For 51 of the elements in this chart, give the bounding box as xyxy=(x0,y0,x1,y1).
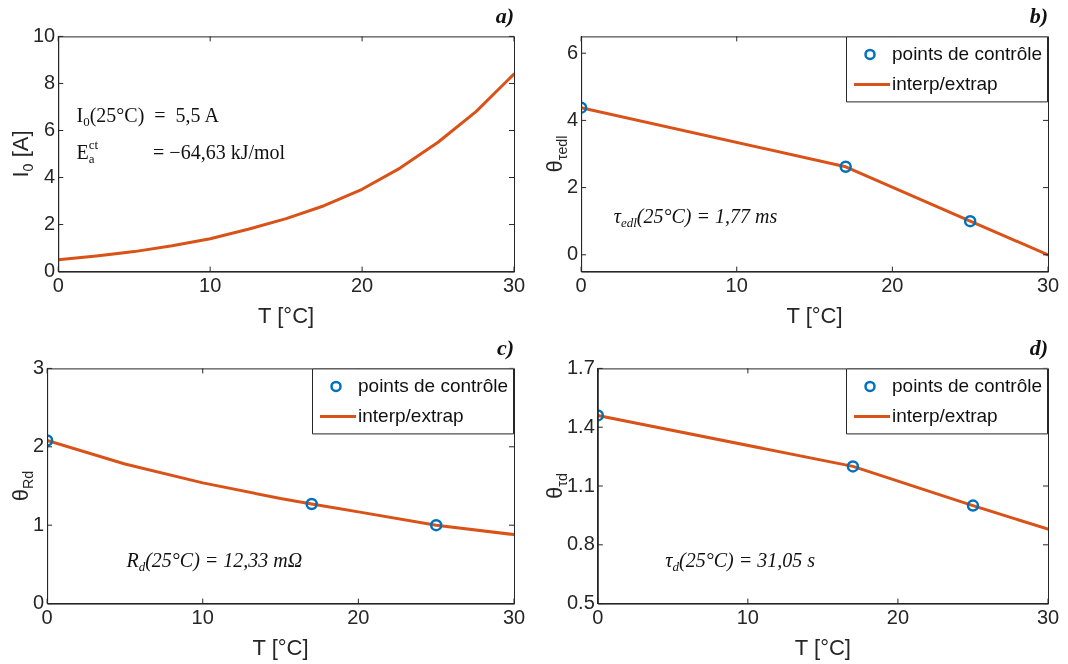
x-tick-label: 10 xyxy=(725,274,748,297)
legend-label: interp/extrap xyxy=(892,404,998,426)
y-tick-label: 3 xyxy=(33,355,45,378)
y-tick-label: 8 xyxy=(44,70,56,93)
point xyxy=(839,160,852,174)
y-tick-label: 2 xyxy=(44,212,56,235)
chart-title: d) xyxy=(1029,334,1048,360)
x-tick-label: 30 xyxy=(1036,274,1060,297)
chart-title: a) xyxy=(495,2,514,28)
x-axis-title: T [°C] xyxy=(786,302,843,328)
y-tick-label: 6 xyxy=(44,118,56,140)
y-tick-label: 4 xyxy=(567,107,579,130)
y-axis-title: I0 [A] xyxy=(8,130,36,178)
point xyxy=(963,214,977,228)
x-axis-title: T [°C] xyxy=(794,634,851,660)
point xyxy=(429,518,443,532)
x-tick-label: 10 xyxy=(736,606,759,629)
y-tick-label: 2 xyxy=(33,434,45,457)
y-tick-label: 2 xyxy=(567,175,579,198)
x-tick-label: 20 xyxy=(347,606,370,629)
y-tick-label: 1.7 xyxy=(566,355,595,378)
y-tick-label: 6 xyxy=(567,40,579,63)
x-tick-label: 20 xyxy=(886,606,910,629)
x-tick-label: 10 xyxy=(191,606,214,629)
legend-label: points de contrôle xyxy=(892,374,1043,396)
x-tick-label: 20 xyxy=(350,274,374,297)
y-tick-label: 4 xyxy=(44,165,56,188)
y-tick-label: 1 xyxy=(33,512,45,535)
chart-title: c) xyxy=(496,334,514,360)
legend-label: interp/extrap xyxy=(892,72,998,94)
y-axis-title: θτedl xyxy=(542,135,570,173)
legend-label: points de contrôle xyxy=(892,42,1043,64)
x-tick-label: 20 xyxy=(881,274,904,297)
x-tick-label: 30 xyxy=(502,274,526,297)
legend-label: interp/extrap xyxy=(358,404,464,426)
y-tick-label: 0 xyxy=(567,242,579,265)
point xyxy=(846,460,860,473)
legend-label: points de contrôle xyxy=(358,374,509,396)
point xyxy=(305,497,318,511)
x-tick-label: 30 xyxy=(1036,606,1060,629)
y-tick-label: 10 xyxy=(33,23,56,46)
x-tick-label: 10 xyxy=(199,274,222,297)
point xyxy=(966,499,980,512)
y-tick-label: 1.4 xyxy=(566,414,595,437)
x-axis-title: T [°C] xyxy=(258,302,315,328)
x-tick-label: 30 xyxy=(502,606,526,629)
chart-title: b) xyxy=(1029,2,1048,28)
x-axis-title: T [°C] xyxy=(252,634,309,660)
y-tick-label: 1.1 xyxy=(566,473,595,496)
y-axis-title: θRd xyxy=(8,470,36,502)
y-tick-label: 0.8 xyxy=(566,532,595,555)
